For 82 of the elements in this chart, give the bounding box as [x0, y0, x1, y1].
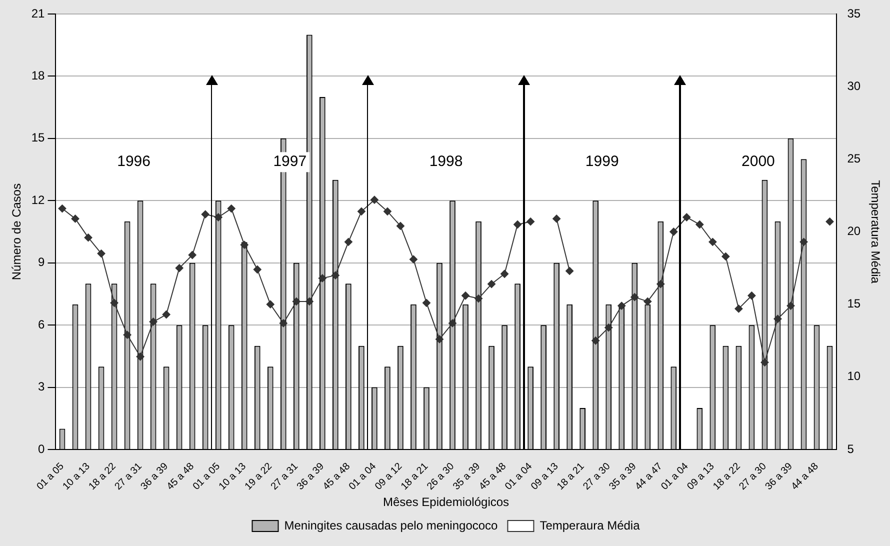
point: [644, 297, 652, 306]
point: [630, 293, 639, 302]
point: [331, 271, 340, 280]
legend-label: Temperaura Média: [540, 518, 640, 532]
y-tick-label: 9: [38, 255, 46, 270]
point: [175, 264, 184, 272]
point: [149, 318, 158, 326]
point: [266, 300, 274, 308]
y2-tick-label: 20: [847, 224, 861, 238]
point: [786, 302, 795, 310]
annotation: 1998: [429, 153, 463, 170]
point: [552, 214, 561, 223]
point: [279, 319, 288, 328]
y-tick-label: 0: [38, 442, 46, 456]
point: [214, 213, 222, 222]
point: [136, 352, 144, 361]
point: [722, 252, 730, 260]
point: [760, 358, 769, 366]
point: [383, 207, 392, 216]
point: [305, 297, 314, 306]
point: [696, 220, 704, 229]
point: [604, 324, 613, 332]
point: [800, 238, 808, 246]
point: [292, 297, 300, 306]
point: [422, 298, 430, 307]
annotation: 2000: [742, 153, 775, 170]
point: [318, 274, 326, 282]
annotation: 1996: [117, 153, 150, 170]
point: [227, 204, 236, 213]
point: [97, 250, 106, 258]
y2-tick-label: 10: [847, 369, 861, 384]
point: [357, 207, 366, 216]
y-axis-title: Número de Casos: [10, 183, 24, 280]
point: [188, 250, 196, 259]
y-tick-label: 3: [38, 380, 46, 394]
point: [435, 335, 444, 344]
y-tick-label: 18: [31, 68, 46, 83]
point: [514, 220, 522, 229]
point: [474, 294, 483, 303]
y2-axis-title: Temperatura Média: [868, 180, 882, 284]
y2-tick-label: 30: [847, 78, 861, 93]
y-tick-label: 6: [38, 317, 46, 332]
point: [409, 255, 418, 264]
point: [774, 314, 782, 323]
y2-tick-label: 25: [847, 151, 861, 166]
point: [110, 298, 118, 307]
point: [826, 218, 834, 226]
point: [201, 210, 210, 218]
point: [526, 218, 535, 226]
point: [618, 302, 626, 310]
point: [682, 213, 691, 222]
point: [84, 234, 92, 242]
point: [162, 310, 170, 319]
point: [656, 280, 665, 288]
point: [708, 238, 717, 246]
point: [566, 266, 574, 275]
point: [734, 304, 743, 313]
point: [253, 266, 262, 274]
point: [344, 238, 352, 246]
y-tick-label: 12: [31, 192, 46, 207]
point: [462, 292, 470, 300]
point: [123, 330, 132, 339]
point: [71, 214, 80, 223]
point: [58, 204, 66, 213]
point: [370, 196, 378, 204]
y-tick-label: 15: [31, 130, 46, 145]
y2-tick-label: 35: [847, 6, 861, 20]
point: [396, 222, 404, 230]
point: [748, 292, 756, 300]
annotation: 1997: [273, 153, 307, 170]
y2-tick-label: 15: [847, 296, 861, 311]
point: [448, 319, 457, 328]
y2-tick-label: 5: [847, 442, 854, 456]
annotation: 1999: [585, 153, 619, 170]
point: [500, 270, 509, 278]
y-tick-label: 21: [31, 6, 46, 20]
legend-label: Meningites causadas pelo meningococo: [284, 518, 498, 532]
point: [670, 228, 678, 236]
point: [592, 336, 600, 345]
point: [488, 280, 496, 288]
point: [240, 240, 248, 249]
x-axis-title: Mêses Epidemiológicos: [382, 495, 510, 510]
